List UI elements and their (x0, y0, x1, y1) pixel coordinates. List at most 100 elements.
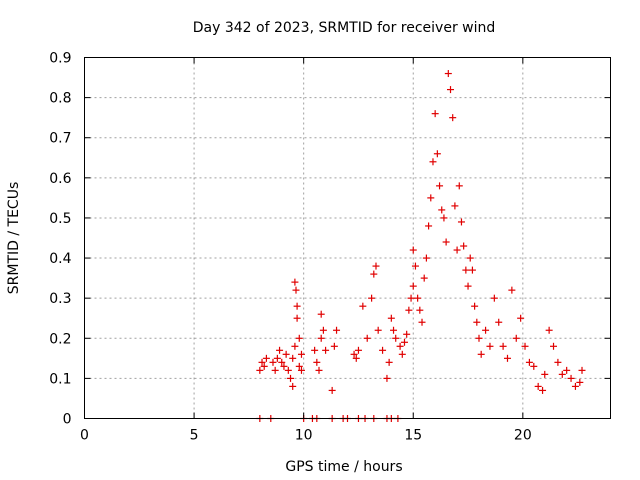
data-point (539, 386, 547, 394)
data-point (486, 342, 494, 350)
data-point (457, 218, 465, 226)
chart-title: Day 342 of 2023, SRMTID for receiver win… (193, 20, 496, 36)
data-point (273, 354, 281, 362)
data-point (297, 366, 305, 374)
x-tick-label: 0 (80, 428, 89, 444)
data-point (278, 358, 286, 366)
data-point (400, 338, 408, 346)
data-point (541, 370, 549, 378)
ticks-layer: 0 5 10 15 20 0 0.1 0.2 0.3 0.4 0.5 0.6 0.7 0.8 0.9 (49, 51, 611, 444)
data-point (383, 374, 391, 382)
data-point (387, 314, 395, 322)
y-tick-label: 0.5 (49, 211, 71, 227)
data-point (359, 302, 367, 310)
y-tick-label: 0.4 (49, 251, 71, 267)
data-point (311, 346, 319, 354)
data-point (545, 326, 553, 334)
data-point (438, 206, 446, 214)
data-point (558, 370, 566, 378)
data-point (482, 326, 490, 334)
data-point (313, 358, 321, 366)
data-point (409, 282, 417, 290)
data-point (455, 182, 463, 190)
y-tick-label: 0.9 (49, 51, 71, 67)
data-point (433, 150, 441, 158)
y-tick-label: 0.8 (49, 91, 71, 107)
data-point (354, 346, 362, 354)
data-point (293, 314, 301, 322)
data-point (508, 286, 516, 294)
data-point (385, 358, 393, 366)
data-point (418, 318, 426, 326)
data-point (427, 194, 435, 202)
data-point (422, 254, 430, 262)
data-point (322, 346, 330, 354)
data-point (460, 242, 468, 250)
data-point (550, 342, 558, 350)
data-point (363, 334, 371, 342)
data-point (499, 342, 507, 350)
data-point (291, 342, 299, 350)
data-point (563, 366, 571, 374)
data-point (429, 158, 437, 166)
grid-layer (84, 57, 611, 419)
data-point (436, 182, 444, 190)
data-point (289, 382, 297, 390)
data-point (271, 366, 279, 374)
data-point (420, 274, 428, 282)
data-point (284, 366, 292, 374)
x-tick-label: 15 (404, 428, 422, 444)
data-point (517, 314, 525, 322)
data-point (440, 214, 448, 222)
data-point (293, 302, 301, 310)
data-point (317, 310, 325, 318)
x-tick-label: 10 (295, 428, 313, 444)
plot-frame (84, 57, 611, 419)
data-point (490, 294, 498, 302)
data-point (530, 362, 538, 370)
data-point (554, 358, 562, 366)
data-point (315, 366, 323, 374)
data-point (350, 350, 358, 358)
data-point (471, 302, 479, 310)
data-point (333, 326, 341, 334)
data-point (352, 354, 360, 362)
data-point (372, 262, 380, 270)
data-point (319, 326, 327, 334)
data-point (262, 354, 270, 362)
x-tick-label: 5 (190, 428, 199, 444)
data-point (444, 70, 452, 78)
data-point (292, 286, 300, 294)
y-tick-label: 0 (63, 412, 72, 428)
points-layer (256, 70, 586, 422)
x-tick-label: 20 (514, 428, 532, 444)
data-point (392, 334, 400, 342)
data-point (447, 86, 455, 94)
y-tick-label: 0.3 (49, 291, 71, 307)
data-point (407, 294, 415, 302)
data-point (473, 318, 481, 326)
data-point (475, 334, 483, 342)
data-point (256, 366, 264, 374)
data-point (396, 342, 404, 350)
data-point (276, 346, 284, 354)
data-point (368, 294, 376, 302)
data-point (414, 294, 422, 302)
data-point (576, 378, 584, 386)
data-point (462, 266, 470, 274)
data-point (409, 246, 417, 254)
data-point (370, 270, 378, 278)
data-point (466, 254, 474, 262)
data-point (578, 366, 586, 374)
y-tick-label: 0.2 (49, 331, 71, 347)
data-point (468, 266, 476, 274)
data-point (451, 202, 459, 210)
data-point (291, 278, 299, 286)
data-point (495, 318, 503, 326)
data-point (330, 342, 338, 350)
data-point (297, 350, 305, 358)
data-point (269, 358, 277, 366)
y-tick-label: 0.1 (49, 371, 71, 387)
